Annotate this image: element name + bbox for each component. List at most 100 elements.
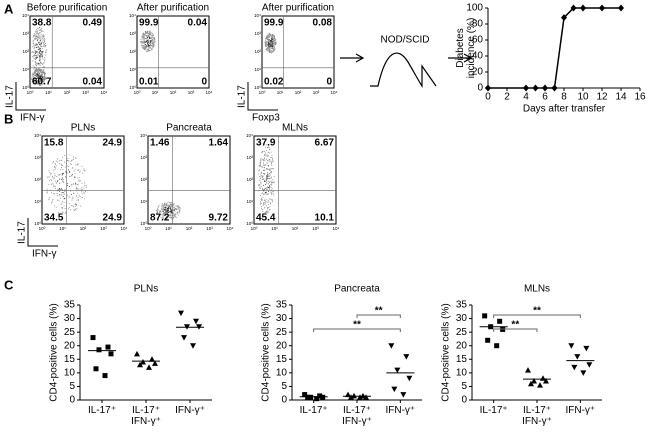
event-dot [60, 169, 62, 171]
event-dot [41, 30, 43, 32]
event-dot [59, 188, 61, 190]
event-dot [144, 47, 146, 49]
event-dot [148, 39, 150, 41]
event-dot [66, 194, 68, 196]
event-dot [162, 218, 164, 220]
event-dot [48, 170, 50, 172]
event-dot [261, 192, 263, 194]
event-dot [157, 209, 159, 211]
event-dot [267, 43, 269, 45]
event-dot [179, 211, 181, 213]
y-tick-label: 0 [461, 395, 467, 406]
event-dot [150, 48, 152, 50]
event-dot [39, 81, 41, 83]
event-dot [149, 49, 151, 51]
schematic [340, 52, 473, 88]
quadrant-value: 9.72 [209, 213, 229, 224]
event-dot [39, 29, 41, 31]
quadrant-value: 1.64 [209, 138, 229, 149]
event-dot [151, 43, 153, 45]
event-dot [43, 44, 45, 46]
y-tick-label: 10⁴ [254, 13, 261, 18]
event-dot [37, 49, 39, 51]
event-dot [71, 204, 73, 206]
event-dot [151, 38, 153, 40]
data-point [482, 313, 488, 319]
event-dot [270, 34, 272, 36]
event-dot [56, 161, 58, 163]
event-dot [75, 183, 77, 185]
event-dot [34, 78, 36, 80]
event-dot [266, 36, 268, 38]
event-dot [58, 160, 60, 162]
event-dot [260, 163, 262, 165]
event-dot [152, 33, 154, 35]
event-dot [77, 163, 79, 165]
event-dot [32, 56, 34, 58]
event-dot [64, 208, 66, 210]
event-dot [142, 33, 144, 35]
event-dot [167, 214, 169, 216]
event-dot [149, 42, 151, 44]
event-dot [147, 35, 149, 37]
event-dot [173, 207, 175, 209]
event-dot [147, 33, 149, 35]
event-dot [42, 80, 44, 82]
event-dot [262, 179, 264, 181]
data-point [532, 84, 539, 92]
event-dot [142, 37, 144, 39]
event-dot [160, 216, 162, 218]
event-dot [266, 208, 268, 210]
event-dot [70, 163, 72, 165]
data-point [302, 392, 308, 398]
event-dot [272, 179, 274, 181]
y-tick-label: 10¹ [22, 67, 29, 72]
event-dot [36, 80, 38, 82]
data-point [308, 394, 314, 400]
event-dot [265, 192, 267, 194]
event-dot [268, 175, 270, 177]
event-dot [39, 31, 41, 33]
y-tick-label: 10⁰ [22, 85, 29, 90]
quadrant-value: 6.67 [315, 138, 335, 149]
event-dot [84, 182, 86, 184]
data-point [178, 310, 184, 317]
event-dot [149, 37, 151, 39]
event-dot [263, 162, 265, 164]
event-dot [39, 76, 41, 78]
event-dot [274, 49, 276, 51]
event-dot [270, 46, 272, 48]
quadrant-value: 99.9 [264, 18, 284, 29]
event-dot [267, 154, 269, 156]
event-dot [267, 193, 269, 195]
event-dot [163, 214, 165, 216]
event-dot [174, 207, 176, 209]
event-dot [262, 175, 264, 177]
event-dot [84, 191, 86, 193]
event-dot [261, 176, 263, 178]
y-tick-label: 10⁴ [246, 133, 253, 138]
event-dot [272, 157, 274, 159]
event-dot [39, 79, 41, 81]
event-dot [178, 208, 180, 210]
event-dot [267, 212, 269, 214]
event-dot [60, 207, 62, 209]
event-dot [171, 211, 173, 213]
event-dot [37, 27, 39, 29]
event-dot [167, 202, 169, 204]
event-dot [69, 154, 71, 156]
event-dot [260, 166, 262, 168]
event-dot [35, 64, 37, 66]
event-dot [269, 51, 271, 53]
event-dot [78, 200, 80, 202]
data-point [485, 84, 491, 92]
event-dot [269, 206, 271, 208]
event-dot [35, 54, 37, 56]
event-dot [32, 46, 34, 48]
event-dot [267, 200, 269, 202]
event-dot [265, 39, 267, 41]
x-axis-label: Foxp3 [252, 113, 280, 124]
y-tick-label: 0 [69, 395, 75, 406]
event-dot [266, 194, 268, 196]
significance-bracket [313, 328, 401, 332]
